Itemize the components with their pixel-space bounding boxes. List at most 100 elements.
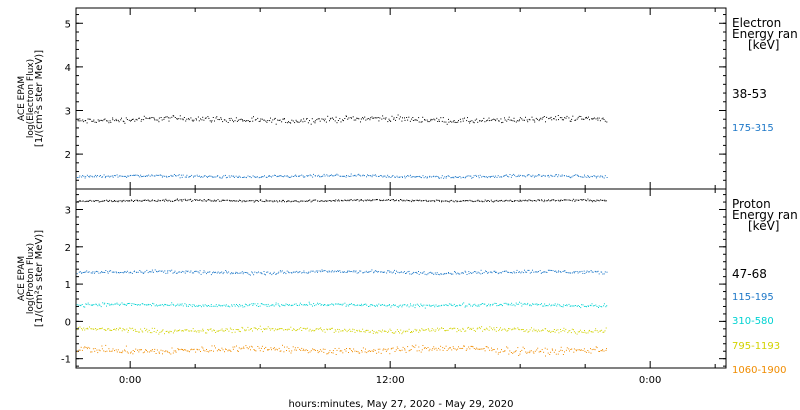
data-point (517, 200, 519, 202)
data-point (536, 331, 538, 333)
data-point (242, 120, 244, 122)
data-point (175, 351, 177, 353)
data-point (188, 330, 190, 332)
data-point (555, 353, 557, 355)
data-point (546, 272, 548, 273)
data-point (252, 330, 253, 332)
data-point (548, 303, 550, 305)
data-point (540, 175, 542, 177)
data-point (191, 174, 193, 176)
data-point (414, 200, 415, 202)
data-point (81, 272, 83, 274)
data-point (505, 270, 507, 272)
data-point (106, 303, 108, 305)
data-point (566, 175, 567, 177)
data-point (489, 176, 491, 178)
data-point (478, 305, 480, 307)
data-point (157, 199, 159, 201)
data-point (370, 331, 371, 333)
data-point (426, 177, 428, 179)
data-point (406, 117, 408, 118)
data-point (116, 351, 118, 353)
data-point (287, 200, 289, 202)
data-point (298, 271, 300, 273)
data-point (499, 176, 501, 178)
data-point (137, 271, 139, 273)
data-point (86, 122, 88, 124)
data-point (412, 271, 414, 273)
data-point (292, 304, 294, 306)
data-point (118, 175, 120, 177)
data-point (301, 347, 303, 349)
data-point (281, 270, 283, 272)
data-point (206, 332, 208, 334)
data-point (228, 175, 230, 177)
data-point (525, 351, 527, 353)
data-point (338, 331, 340, 333)
data-point (221, 305, 223, 307)
data-point (588, 351, 590, 353)
data-point (485, 327, 487, 329)
data-point (539, 174, 541, 176)
data-point (245, 345, 247, 347)
data-point (321, 200, 323, 202)
data-point (354, 305, 356, 307)
data-point (425, 176, 427, 178)
data-point (96, 349, 98, 351)
data-point (370, 304, 372, 306)
data-point (605, 200, 607, 202)
data-point (188, 119, 190, 121)
data-point (489, 271, 491, 273)
data-point (256, 305, 258, 307)
data-point (362, 272, 364, 274)
data-point (335, 303, 337, 305)
data-point (527, 174, 529, 176)
data-point (363, 200, 364, 202)
data-point (308, 271, 309, 273)
data-point (374, 305, 376, 307)
data-point (454, 176, 456, 177)
data-point (600, 199, 602, 201)
data-point (258, 271, 259, 273)
data-point (350, 117, 352, 119)
data-point (128, 200, 130, 202)
data-point (94, 174, 96, 176)
data-point (260, 199, 262, 201)
data-point (214, 305, 216, 307)
data-point (166, 350, 168, 352)
data-point (272, 119, 274, 121)
data-point (604, 199, 606, 201)
data-point (501, 349, 502, 351)
data-point (467, 117, 468, 119)
data-point (135, 118, 137, 120)
data-point (137, 349, 138, 351)
data-point (428, 329, 430, 331)
data-point (150, 271, 151, 273)
data-point (604, 175, 606, 177)
data-point (376, 199, 378, 201)
data-point (261, 303, 263, 305)
data-point (363, 118, 364, 120)
data-point (175, 175, 176, 177)
data-point (384, 118, 386, 120)
series-proton-115-195 (76, 269, 608, 276)
data-point (199, 175, 200, 177)
data-point (580, 349, 582, 351)
data-point (222, 176, 224, 178)
data-point (599, 176, 601, 178)
data-point (503, 200, 505, 202)
data-point (131, 119, 133, 120)
data-point (149, 304, 151, 305)
data-point (253, 327, 255, 329)
data-point (434, 306, 436, 308)
data-point (101, 345, 103, 347)
data-point (170, 200, 171, 202)
data-point (483, 328, 485, 330)
data-point (245, 177, 247, 179)
data-point (590, 270, 592, 271)
data-point (519, 301, 520, 303)
data-point (425, 199, 427, 201)
data-point (99, 328, 101, 330)
data-point (311, 200, 313, 202)
data-point (536, 271, 538, 273)
